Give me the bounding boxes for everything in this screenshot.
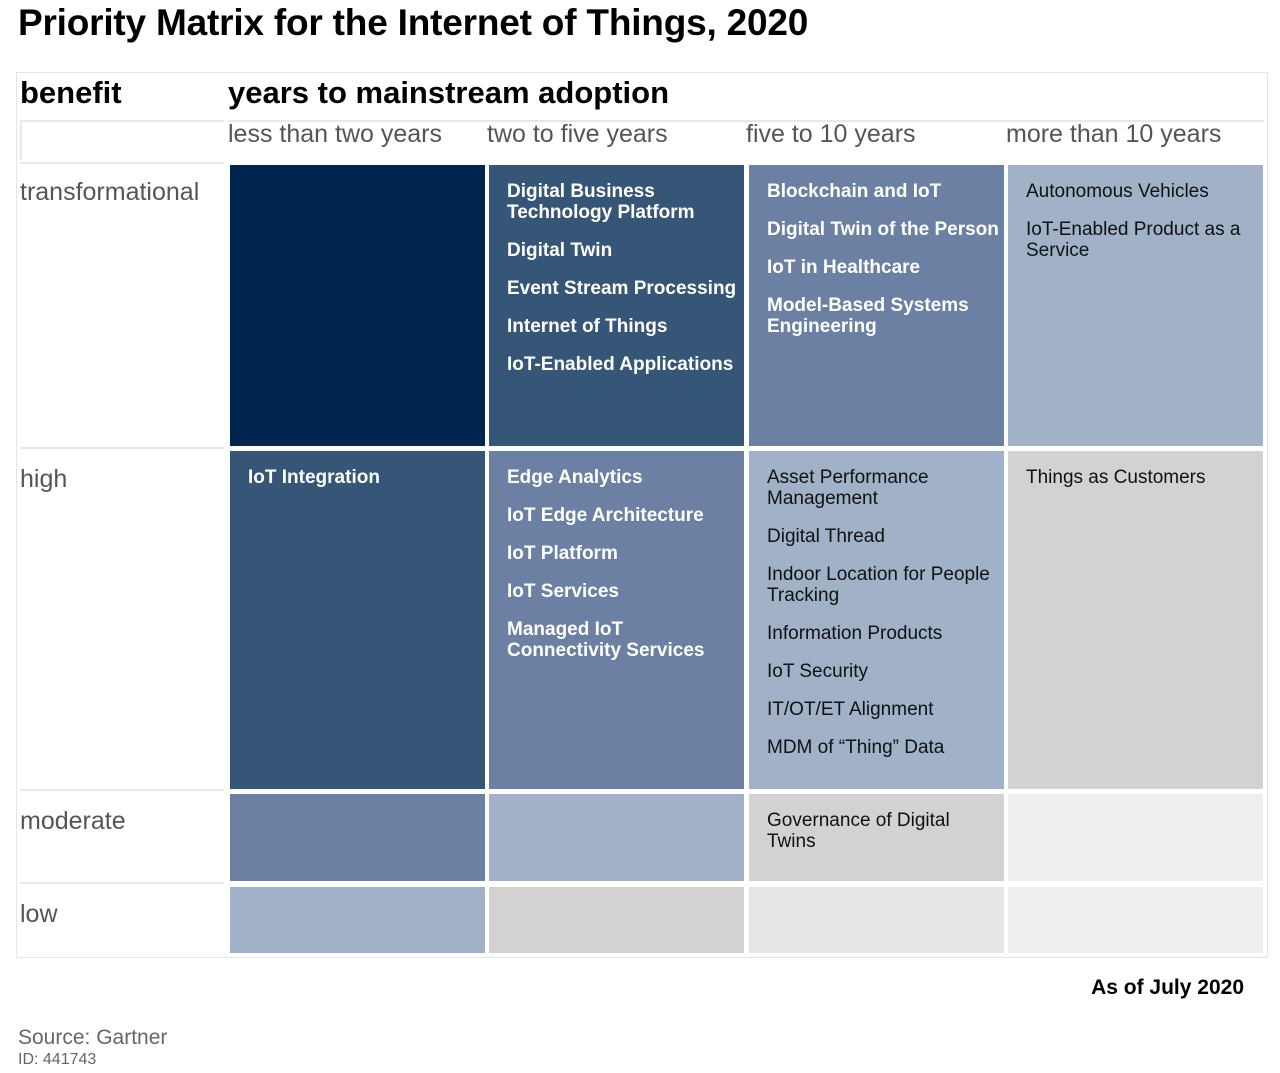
document-id: ID: 441743 — [18, 1051, 97, 1068]
technology-item: Digital Twin of the Person — [767, 219, 999, 240]
row-divider — [20, 882, 224, 884]
technology-item: Information Products — [767, 623, 943, 644]
page-title: Priority Matrix for the Internet of Thin… — [18, 2, 809, 43]
technology-item: IT/OT/ET Alignment — [767, 699, 934, 720]
technology-item: Digital Thread — [767, 526, 885, 547]
technology-item: Managed IoT Connectivity Services — [507, 619, 705, 661]
column-label-more-than-ten: more than 10 years — [1006, 120, 1222, 148]
technology-item: Model-Based Systems Engineering — [767, 295, 969, 337]
technology-item: Asset Performance Management — [767, 467, 929, 509]
technology-item: Edge Analytics — [507, 467, 643, 488]
technology-item: Digital Twin — [507, 240, 613, 261]
technology-item: IoT Services — [507, 581, 619, 602]
source-note: Source: Gartner — [18, 1026, 168, 1049]
technology-item: Autonomous Vehicles — [1026, 181, 1209, 202]
years-axis-heading: years to mainstream adoption — [228, 75, 670, 110]
technology-item: IoT Platform — [507, 543, 618, 564]
row-label-moderate: moderate — [20, 807, 126, 835]
technology-item: Event Stream Processing — [507, 278, 737, 299]
matrix-cell-low-col4 — [1008, 887, 1263, 953]
matrix-frame — [16, 72, 1268, 958]
technology-item: IoT Integration — [248, 467, 380, 488]
technology-item: Things as Customers — [1026, 467, 1206, 488]
technology-list: Blockchain and IoT Digital Twin of the Pe… — [767, 181, 999, 337]
technology-list: Asset Performance Management Digital Thre… — [767, 467, 994, 758]
matrix-cell-high-col2: Edge Analytics IoT Edge Architecture IoT P… — [489, 451, 744, 789]
technology-list: IoT Integration — [248, 467, 475, 488]
technology-item: IoT in Healthcare — [767, 257, 921, 278]
matrix-cell-moderate-col1 — [230, 794, 485, 881]
matrix-cell-high-col1: IoT Integration — [230, 451, 485, 789]
technology-list: Things as Customers — [1026, 467, 1253, 488]
matrix-cell-high-col4: Things as Customers — [1008, 451, 1263, 789]
matrix-cell-high-col3: Asset Performance Management Digital Thre… — [749, 451, 1004, 789]
row-divider — [20, 447, 224, 449]
technology-item: IoT-Enabled Applications — [507, 354, 734, 375]
column-label-two-to-five: two to five years — [487, 120, 668, 148]
matrix-cell-low-col1 — [230, 887, 485, 953]
column-label-five-to-ten: five to 10 years — [746, 120, 916, 148]
row-divider — [20, 162, 224, 164]
matrix-cell-transformational-col2: Digital Business Technology Platform Digi… — [489, 165, 744, 446]
matrix-cell-transformational-col3: Blockchain and IoT Digital Twin of the Pe… — [749, 165, 1004, 446]
header-divider — [20, 120, 224, 122]
matrix-cell-transformational-col4: Autonomous Vehicles IoT-Enabled Product a… — [1008, 165, 1263, 446]
matrix-cell-moderate-col4 — [1008, 794, 1263, 881]
technology-item: MDM of “Thing” Data — [767, 737, 945, 758]
technology-list: Governance of Digital Twins — [767, 810, 994, 852]
technology-item: Internet of Things — [507, 316, 668, 337]
header-divider — [20, 120, 22, 160]
technology-item: Blockchain and IoT — [767, 181, 942, 202]
benefit-axis-heading: benefit — [20, 75, 122, 110]
as-of-date: As of July 2020 — [1091, 976, 1244, 999]
technology-list: Autonomous Vehicles IoT-Enabled Product a… — [1026, 181, 1253, 261]
technology-item: IoT Edge Architecture — [507, 505, 704, 526]
technology-item: Digital Business Technology Platform — [507, 181, 695, 223]
matrix-cell-low-col3 — [749, 887, 1004, 953]
technology-item: IoT Security — [767, 661, 869, 682]
row-label-low: low — [20, 900, 58, 928]
technology-item: Indoor Location for People Tracking — [767, 564, 990, 606]
column-label-less-than-two: less than two years — [228, 120, 442, 148]
matrix-cell-low-col2 — [489, 887, 744, 953]
row-divider — [20, 789, 224, 791]
technology-item: Governance of Digital Twins — [767, 810, 950, 852]
matrix-cell-transformational-col1 — [230, 165, 485, 446]
matrix-cell-moderate-col3: Governance of Digital Twins — [749, 794, 1004, 881]
row-label-high: high — [20, 465, 68, 493]
matrix-cell-moderate-col2 — [489, 794, 744, 881]
row-label-transformational: transformational — [20, 178, 200, 206]
technology-list: Digital Business Technology Platform Digi… — [507, 181, 736, 375]
technology-list: Edge Analytics IoT Edge Architecture IoT P… — [507, 467, 734, 661]
technology-item: IoT-Enabled Product as a Service — [1026, 219, 1241, 261]
header-divider — [228, 120, 1264, 122]
